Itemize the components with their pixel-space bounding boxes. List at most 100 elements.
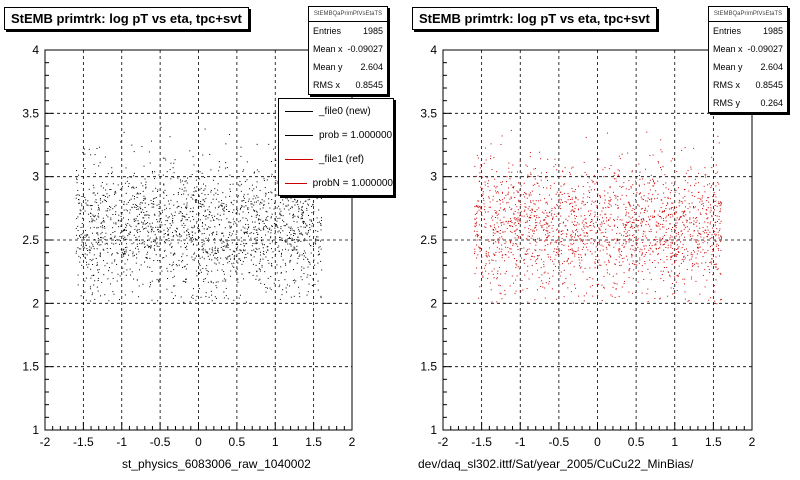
scatter-point <box>275 224 277 226</box>
scatter-point <box>707 197 709 199</box>
stats-row: Mean x -0.09027 <box>309 40 387 58</box>
scatter-point <box>266 226 268 228</box>
scatter-point <box>678 246 680 248</box>
scatter-point <box>575 239 577 241</box>
scatter-point <box>76 218 78 220</box>
scatter-point <box>641 252 643 254</box>
scatter-point <box>491 259 493 261</box>
scatter-point <box>692 217 694 219</box>
scatter-point <box>551 227 553 229</box>
scatter-point <box>571 244 573 246</box>
scatter-point <box>495 190 497 192</box>
scatter-point <box>158 278 160 280</box>
scatter-point <box>681 211 683 213</box>
scatter-point <box>84 280 86 282</box>
stats-row: RMS x 0.8545 <box>309 76 387 94</box>
scatter-point <box>255 264 257 266</box>
x-tick-label: 2 <box>349 435 356 449</box>
scatter-point <box>544 219 546 221</box>
scatter-point <box>698 243 700 245</box>
scatter-point <box>504 290 506 292</box>
scatter-point <box>160 226 162 228</box>
scatter-point <box>507 222 509 224</box>
scatter-point <box>240 190 242 192</box>
scatter-point <box>123 131 125 133</box>
legend-label: _file0 (new) <box>319 105 371 117</box>
scatter-point <box>250 237 252 239</box>
scatter-point <box>556 169 558 171</box>
scatter-point <box>632 240 634 242</box>
scatter-point <box>594 189 596 191</box>
scatter-point <box>237 246 239 248</box>
scatter-point <box>622 223 624 225</box>
scatter-point <box>624 224 626 226</box>
scatter-point <box>550 221 552 223</box>
y-tick-label: 4 <box>32 43 39 57</box>
scatter-point <box>204 278 206 280</box>
scatter-point <box>279 239 281 241</box>
scatter-point <box>665 182 667 184</box>
scatter-point <box>644 209 646 211</box>
scatter-point <box>221 232 223 234</box>
scatter-point <box>98 209 100 211</box>
scatter-point <box>112 291 114 293</box>
scatter-point <box>142 228 144 230</box>
scatter-point <box>220 240 222 242</box>
scatter-point <box>669 216 671 218</box>
scatter-point <box>241 200 243 202</box>
scatter-point <box>646 220 648 222</box>
scatter-point <box>606 236 608 238</box>
scatter-point <box>642 178 644 180</box>
scatter-point <box>483 203 485 205</box>
scatter-point <box>277 226 279 228</box>
scatter-point <box>212 234 214 236</box>
scatter-point <box>188 233 190 235</box>
scatter-point <box>570 243 572 245</box>
scatter-point <box>165 255 167 257</box>
scatter-point <box>614 263 616 265</box>
scatter-point <box>715 196 717 198</box>
scatter-point <box>106 210 108 212</box>
scatter-point <box>192 297 194 299</box>
scatter-point <box>482 193 484 195</box>
scatter-point <box>167 200 169 202</box>
scatter-point <box>666 205 668 207</box>
scatter-point <box>301 269 303 271</box>
scatter-point <box>104 226 106 228</box>
scatter-point <box>223 297 225 299</box>
scatter-point <box>695 280 697 282</box>
scatter-point <box>603 222 605 224</box>
scatter-point <box>715 200 717 202</box>
scatter-point <box>512 187 514 189</box>
scatter-point <box>519 220 521 222</box>
scatter-point <box>192 156 194 158</box>
scatter-point <box>641 207 643 209</box>
scatter-point <box>490 217 492 219</box>
scatter-point <box>107 196 109 198</box>
scatter-point <box>498 248 500 250</box>
scatter-point <box>260 282 262 284</box>
scatter-point <box>155 238 157 240</box>
scatter-point <box>142 242 144 244</box>
scatter-point <box>489 190 491 192</box>
scatter-point <box>582 242 584 244</box>
scatter-point <box>558 232 560 234</box>
scatter-point <box>640 222 642 224</box>
scatter-point <box>659 210 661 212</box>
scatter-point <box>255 278 257 280</box>
scatter-point <box>694 206 696 208</box>
scatter-point <box>199 229 201 231</box>
scatter-point <box>286 241 288 243</box>
scatter-point <box>606 269 608 271</box>
scatter-point <box>106 242 108 244</box>
scatter-point <box>583 295 585 297</box>
scatter-point <box>250 232 252 234</box>
scatter-point <box>649 179 651 181</box>
scatter-point <box>222 240 224 242</box>
x-tick-label: -2 <box>438 435 449 449</box>
scatter-point <box>519 215 521 217</box>
scatter-point <box>247 200 249 202</box>
scatter-point <box>521 280 523 282</box>
scatter-point <box>172 297 174 299</box>
scatter-point <box>201 225 203 227</box>
